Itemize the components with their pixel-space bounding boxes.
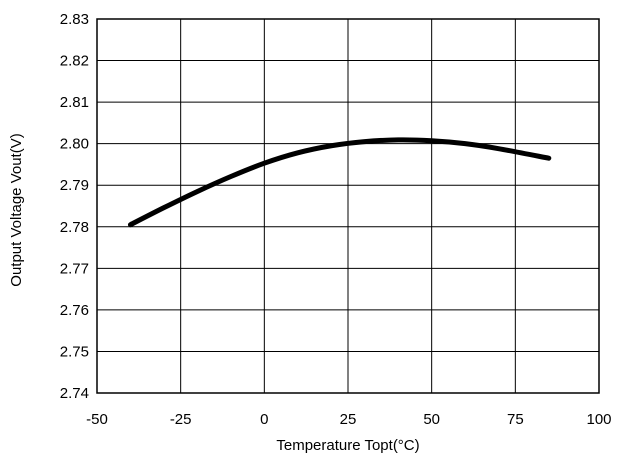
plot-frame [96,18,600,394]
y-tick-label: 2.83 [60,11,89,28]
series-layer [127,137,552,228]
x-tick-label: 0 [260,411,268,428]
x-tick-label: 100 [586,411,611,428]
y-tick-labels: 2.74 2.75 2.76 2.77 2.78 2.79 2.80 2.81 2.82 2.83 [60,11,89,402]
y-tick-label: 2.81 [60,94,89,111]
series-line-0 [127,137,552,228]
y-tick-label: 2.79 [60,177,89,194]
y-tick-label: 2.82 [60,53,89,70]
x-tick-label: -50 [86,411,108,428]
y-axis-label: Output Voltage Vout(V) [8,133,25,286]
y-tick-label: 2.75 [60,343,89,360]
x-tick-label: 25 [340,411,357,428]
x-tick-label: -25 [170,411,192,428]
x-tick-label: 50 [423,411,440,428]
x-tick-label: 75 [507,411,524,428]
y-tick-label: 2.74 [60,385,89,402]
y-tick-label: 2.78 [60,219,89,236]
y-tick-label: 2.76 [60,302,89,319]
y-tick-label: 2.77 [60,260,89,277]
x-tick-labels: -50 -25 0 25 50 75 100 [86,411,611,428]
y-tick-label: 2.80 [60,136,89,153]
x-axis-label: Temperature Topt(°C) [276,437,419,454]
